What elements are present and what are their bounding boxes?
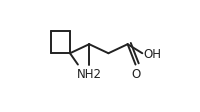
Text: O: O [130,67,139,80]
Text: NH2: NH2 [76,67,101,80]
Text: OH: OH [143,47,161,60]
